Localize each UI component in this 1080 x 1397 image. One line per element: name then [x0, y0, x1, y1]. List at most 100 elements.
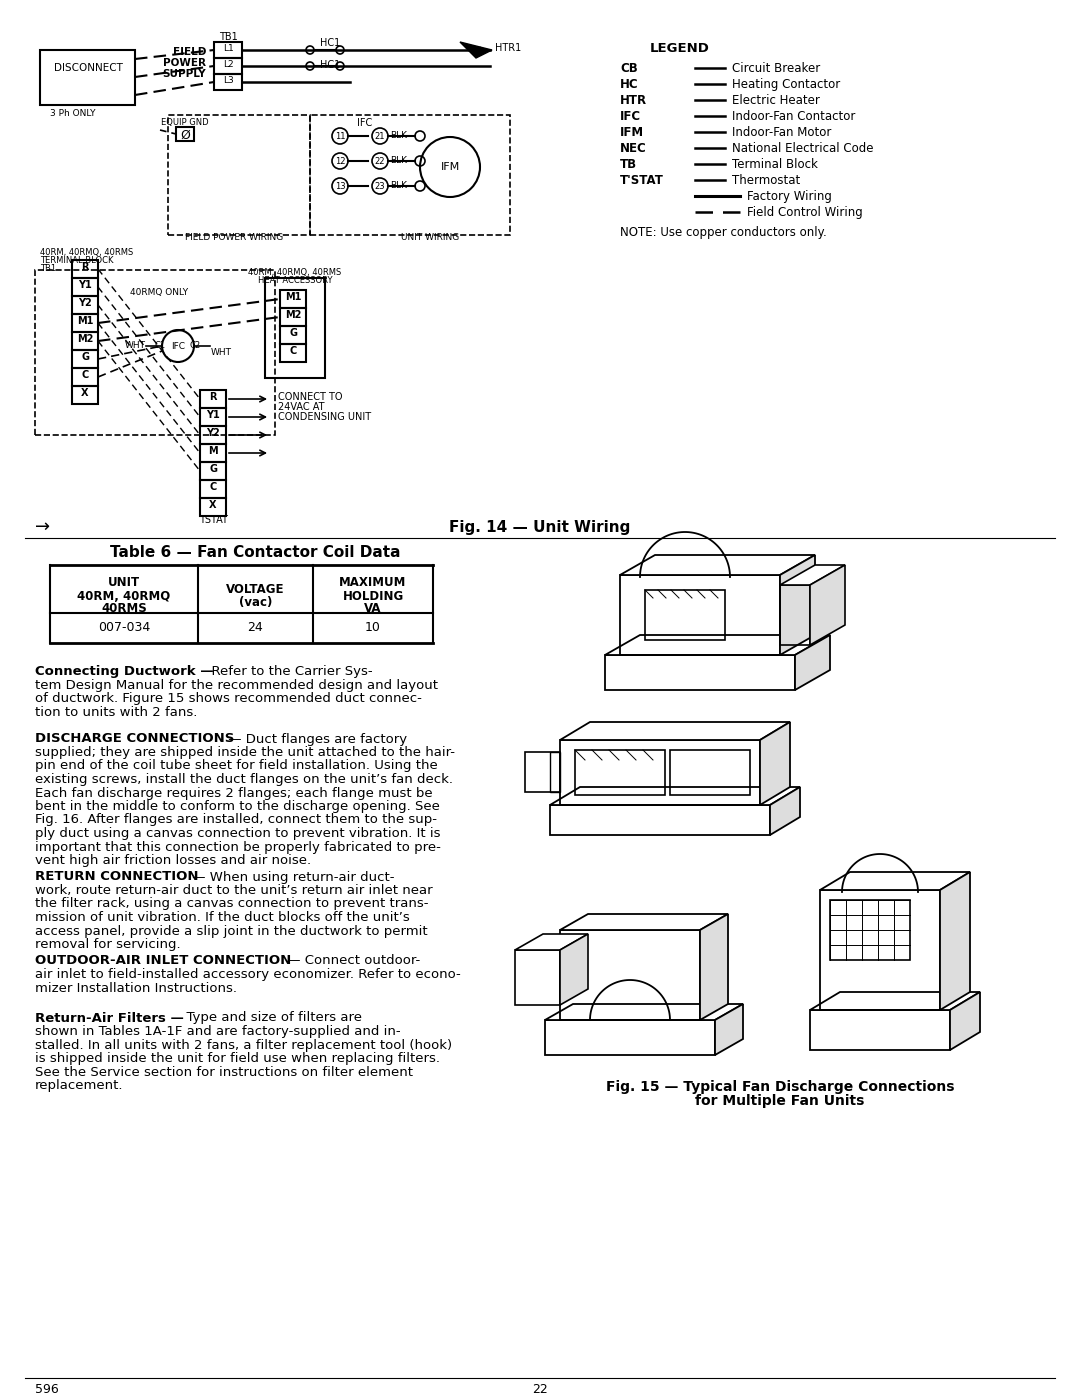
- Text: Fig. 14 — Unit Wiring: Fig. 14 — Unit Wiring: [449, 520, 631, 535]
- Text: EQUIP GND: EQUIP GND: [161, 117, 208, 127]
- Text: M2: M2: [77, 334, 93, 344]
- Bar: [310, 115, 510, 235]
- Bar: [214, 42, 242, 59]
- Bar: [575, 750, 665, 795]
- Text: Indoor-Fan Contactor: Indoor-Fan Contactor: [732, 110, 855, 123]
- Text: M1: M1: [77, 316, 93, 326]
- Polygon shape: [810, 564, 845, 645]
- Polygon shape: [770, 787, 800, 835]
- Text: Y2: Y2: [78, 298, 92, 307]
- Text: POWER: POWER: [163, 59, 206, 68]
- Bar: [810, 1010, 950, 1051]
- Bar: [72, 296, 98, 314]
- Text: See the Service section for instructions on filter element: See the Service section for instructions…: [35, 1066, 413, 1078]
- Text: 40RMQ ONLY: 40RMQ ONLY: [130, 288, 188, 298]
- Bar: [820, 890, 940, 1010]
- Text: IFC: IFC: [620, 110, 642, 123]
- Text: Ø: Ø: [180, 129, 190, 142]
- Text: IFM: IFM: [441, 162, 460, 172]
- Text: WHT: WHT: [211, 348, 232, 358]
- Bar: [214, 59, 242, 74]
- Bar: [280, 291, 306, 307]
- Text: VA: VA: [364, 602, 381, 616]
- Bar: [561, 740, 760, 805]
- Text: BLK: BLK: [390, 131, 407, 140]
- Text: X: X: [210, 500, 217, 510]
- Text: Y1: Y1: [78, 279, 92, 291]
- Text: L3: L3: [222, 75, 233, 85]
- Polygon shape: [545, 1004, 743, 1020]
- Text: important that this connection be properly fabricated to pre-: important that this connection be proper…: [35, 841, 441, 854]
- Text: WHT: WHT: [125, 341, 146, 351]
- Text: R: R: [81, 263, 89, 272]
- Bar: [200, 426, 226, 444]
- Text: DISCHARGE CONNECTIONS: DISCHARGE CONNECTIONS: [35, 732, 234, 746]
- Text: FIELD POWER WIRING: FIELD POWER WIRING: [185, 233, 283, 242]
- Bar: [72, 332, 98, 351]
- Text: 596: 596: [35, 1383, 58, 1396]
- Text: Indoor-Fan Motor: Indoor-Fan Motor: [732, 126, 832, 138]
- Text: Connecting Ductwork —: Connecting Ductwork —: [35, 665, 214, 678]
- Polygon shape: [940, 872, 970, 1010]
- Text: BLK: BLK: [390, 182, 407, 190]
- Text: VOLTAGE: VOLTAGE: [226, 583, 285, 597]
- Bar: [605, 655, 795, 690]
- Text: SUPPLY: SUPPLY: [162, 68, 206, 80]
- Bar: [72, 314, 98, 332]
- Text: 22: 22: [375, 156, 386, 166]
- Bar: [200, 408, 226, 426]
- Text: Heating Contactor: Heating Contactor: [732, 78, 840, 91]
- Text: LEGEND: LEGEND: [650, 42, 710, 54]
- Text: Fig. 15 — Typical Fan Discharge Connections: Fig. 15 — Typical Fan Discharge Connecti…: [606, 1080, 955, 1094]
- Bar: [200, 462, 226, 481]
- Bar: [550, 752, 561, 792]
- Text: ply duct using a canvas connection to prevent vibration. It is: ply duct using a canvas connection to pr…: [35, 827, 441, 840]
- Text: C: C: [210, 482, 217, 492]
- Text: 13: 13: [335, 182, 346, 191]
- Bar: [40, 50, 135, 105]
- Text: tion to units with 2 fans.: tion to units with 2 fans.: [35, 705, 198, 718]
- Text: — When using return-air duct-: — When using return-air duct-: [188, 870, 394, 883]
- Text: HC1: HC1: [320, 38, 340, 47]
- Text: 24VAC AT: 24VAC AT: [278, 402, 324, 412]
- Text: T'STAT: T'STAT: [620, 175, 664, 187]
- Text: pin end of the coil tube sheet for field installation. Using the: pin end of the coil tube sheet for field…: [35, 760, 437, 773]
- Bar: [72, 351, 98, 367]
- Text: C1: C1: [154, 341, 166, 351]
- Text: 12: 12: [335, 156, 346, 166]
- Bar: [168, 115, 310, 235]
- Text: DISCONNECT: DISCONNECT: [54, 63, 122, 73]
- Text: Type and size of filters are: Type and size of filters are: [178, 1011, 362, 1024]
- Text: vent high air friction losses and air noise.: vent high air friction losses and air no…: [35, 854, 311, 868]
- Polygon shape: [550, 787, 800, 805]
- Text: CONDENSING UNIT: CONDENSING UNIT: [278, 412, 372, 422]
- Polygon shape: [820, 872, 970, 890]
- Bar: [200, 444, 226, 462]
- Text: the filter rack, using a canvas connection to prevent trans-: the filter rack, using a canvas connecti…: [35, 897, 429, 911]
- Bar: [831, 900, 910, 960]
- Text: TERMINAL BLOCK: TERMINAL BLOCK: [40, 256, 113, 265]
- Text: shown in Tables 1A-1F and are factory-supplied and in-: shown in Tables 1A-1F and are factory-su…: [35, 1025, 401, 1038]
- Text: C2: C2: [190, 341, 201, 351]
- Text: 23: 23: [375, 182, 386, 191]
- Text: replacement.: replacement.: [35, 1078, 123, 1092]
- Text: HTR1: HTR1: [495, 43, 522, 53]
- Bar: [545, 1020, 715, 1055]
- Text: C: C: [289, 346, 297, 356]
- Text: access panel, provide a slip joint in the ductwork to permit: access panel, provide a slip joint in th…: [35, 925, 428, 937]
- Text: HOLDING: HOLDING: [342, 590, 404, 602]
- Text: R: R: [210, 393, 217, 402]
- Polygon shape: [760, 722, 789, 805]
- Text: RETURN CONNECTION: RETURN CONNECTION: [35, 870, 199, 883]
- Text: 007-034: 007-034: [98, 622, 150, 634]
- Text: G: G: [289, 328, 297, 338]
- Polygon shape: [561, 935, 588, 1004]
- Text: HEAT ACCESSORY: HEAT ACCESSORY: [258, 277, 333, 285]
- Text: IFC: IFC: [171, 342, 185, 351]
- Text: Thermostat: Thermostat: [732, 175, 800, 187]
- Bar: [280, 307, 306, 326]
- Bar: [200, 481, 226, 497]
- Polygon shape: [715, 1004, 743, 1055]
- Text: HC1: HC1: [320, 60, 340, 70]
- Polygon shape: [950, 992, 980, 1051]
